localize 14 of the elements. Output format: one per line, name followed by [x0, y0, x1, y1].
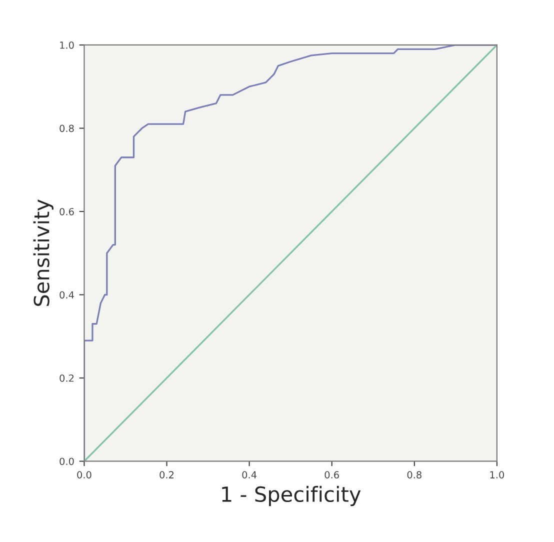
y-axis-title: Sensitivity — [33, 200, 54, 306]
y-tick-label: 0.0 — [60, 458, 74, 466]
x-tick-label: 0.4 — [242, 471, 256, 478]
y-tick-label: 0.4 — [60, 291, 74, 299]
y-tick-label: 1.0 — [60, 41, 74, 49]
y-tick-label: 0.8 — [60, 124, 74, 132]
x-tick-label: 0.6 — [324, 471, 339, 478]
y-tick-label: 0.6 — [60, 208, 74, 216]
x-axis-title: 1 - Specificity — [222, 486, 361, 506]
x-tick-label: 0.0 — [77, 471, 92, 478]
x-tick-label: 0.8 — [407, 471, 422, 478]
y-tick-label: 0.2 — [60, 374, 74, 382]
x-tick-label: 0.2 — [160, 471, 174, 478]
x-tick-label: 1.0 — [490, 471, 504, 478]
